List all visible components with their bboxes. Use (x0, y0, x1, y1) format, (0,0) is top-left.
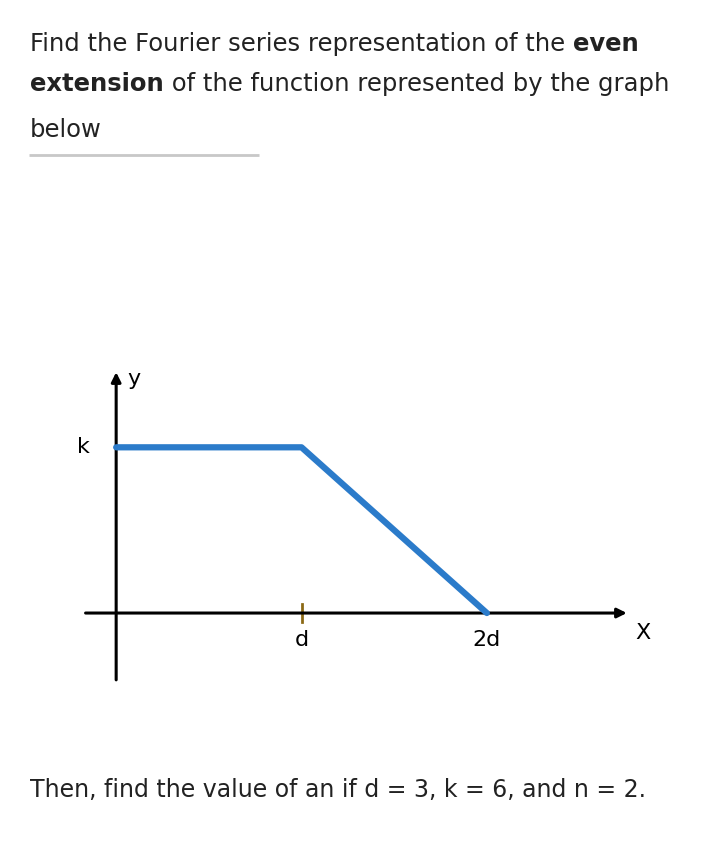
Text: d: d (294, 629, 309, 650)
Text: 2d: 2d (473, 629, 501, 650)
Text: of the function represented by the graph: of the function represented by the graph (164, 72, 670, 96)
Text: below: below (30, 118, 102, 142)
Text: Then, find the value of an if d = 3, k = 6, and n = 2.: Then, find the value of an if d = 3, k =… (30, 778, 647, 802)
Text: X: X (635, 623, 650, 643)
Text: Find the Fourier series representation of the: Find the Fourier series representation o… (30, 32, 573, 56)
Text: extension: extension (30, 72, 164, 96)
Text: y: y (127, 370, 140, 389)
Text: even: even (573, 32, 639, 56)
Text: k: k (77, 438, 90, 457)
